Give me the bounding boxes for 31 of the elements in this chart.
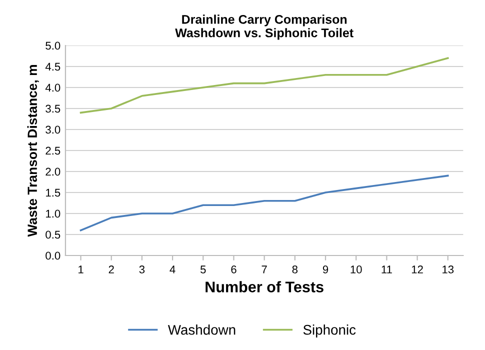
y-tick-label: 4.5 [45,62,60,71]
legend-label: Siphonic [303,324,356,338]
x-tick-label: 3 [139,266,145,274]
x-tick-label: 1 [78,266,84,274]
y-tick-label: 0.5 [46,230,60,239]
y-tick-label: 1.5 [46,188,60,197]
y-tick-label: 3.0 [46,126,60,134]
line-series [80,174,449,232]
x-axis-title: Number of Tests [206,281,324,292]
x-tick-label: 8 [292,266,298,274]
y-tick-label: 2.0 [46,168,60,176]
x-tick-label: 5 [200,266,206,274]
x-tick-label: 6 [231,266,236,274]
y-axis-title: Waste Transort Distance, m [27,65,39,237]
x-tick-label: 2 [108,266,114,274]
line-series [80,57,449,114]
y-tick-label: 2.5 [46,146,60,155]
x-tick-label: 9 [322,266,328,274]
chart-title: Drainline Carry Comparison Washdown vs. Siphonic Toilet [175,14,354,40]
x-tick-label: 4 [170,266,176,274]
x-tick-label: 12 [412,266,423,274]
y-tick-label: 0.0 [46,252,60,260]
y-tick-label: 1.0 [46,210,60,218]
y-tick-label: 4.0 [45,84,60,92]
x-tick-label: 11 [382,266,392,274]
x-tick-label: 7 [262,266,267,274]
legend-label: Washdown [168,324,236,335]
y-tick-label: 3.5 [46,104,60,113]
x-tick-label: 10 [350,266,362,274]
x-tick-label: 13 [442,266,454,274]
y-tick-label: 5.0 [46,42,60,50]
